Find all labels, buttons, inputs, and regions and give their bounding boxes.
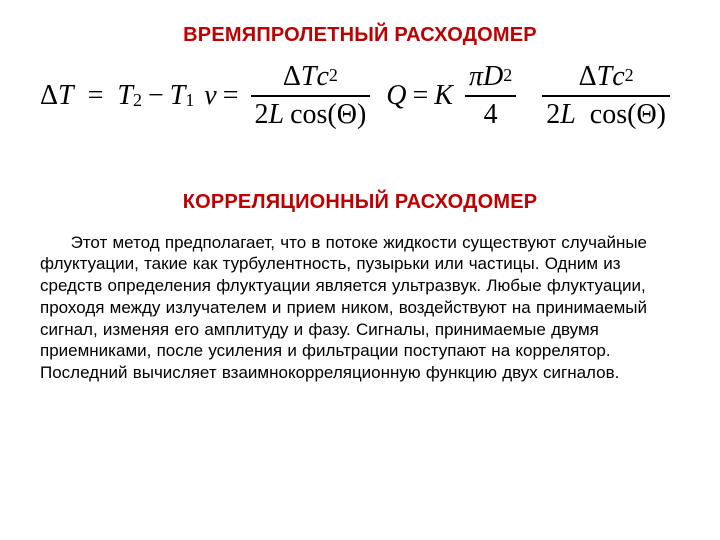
var-K: K <box>434 82 453 110</box>
slide: ВРЕМЯПРОЛЕТНЫЙ РАСХОДОМЕР Δ T = T 2 − T … <box>0 0 720 540</box>
var-c: c <box>612 63 624 91</box>
var-v: v <box>204 82 216 110</box>
sym-equals: = <box>412 82 428 110</box>
num-4: 4 <box>484 101 498 129</box>
denominator: 2 L cos (Θ) <box>542 99 670 131</box>
func-cos: cos <box>590 101 627 129</box>
sub-1: 1 <box>185 91 194 109</box>
heading-correlation: КОРРЕЛЯЦИОННЫЙ РАСХОДОМЕР <box>40 191 680 214</box>
var-L: L <box>560 101 576 129</box>
var-Q: Q <box>386 82 406 110</box>
var-T: T <box>58 82 74 110</box>
numerator: π D 2 <box>465 61 516 93</box>
fraction-1: π D 2 4 <box>465 61 516 131</box>
sym-minus: − <box>148 82 164 110</box>
sym-delta: Δ <box>283 63 301 91</box>
fraction-bar <box>465 95 516 97</box>
sym-equals: = <box>223 82 239 110</box>
sup-2: 2 <box>503 66 512 84</box>
sup-2: 2 <box>329 66 338 84</box>
formula-delta-t: Δ T = T 2 − T 1 <box>40 82 194 110</box>
sym-delta: Δ <box>579 63 597 91</box>
func-cos: cos <box>290 101 327 129</box>
formula-flow-rate: Q = K π D 2 4 Δ T <box>386 61 680 131</box>
num-2: 2 <box>255 101 269 129</box>
sym-equals: = <box>88 82 104 110</box>
denominator: 2 L cos (Θ) <box>251 99 371 131</box>
fraction-bar <box>542 95 670 97</box>
sym-pi: π <box>469 63 483 91</box>
var-theta: (Θ) <box>627 101 666 129</box>
var-T: T <box>301 63 317 91</box>
sym-delta: Δ <box>40 82 58 110</box>
fraction-bar <box>251 95 371 97</box>
body-paragraph: Этот метод предполагает, что в потоке жи… <box>40 232 680 384</box>
denominator: 4 <box>480 99 502 131</box>
sub-2: 2 <box>133 91 142 109</box>
var-T: T <box>597 63 613 91</box>
var-L: L <box>269 101 285 129</box>
numerator: Δ T c 2 <box>279 61 342 93</box>
var-theta: (Θ) <box>327 101 366 129</box>
numerator: Δ T c 2 <box>575 61 638 93</box>
var-c: c <box>316 63 328 91</box>
var-T2: T <box>117 82 133 110</box>
formula-row: Δ T = T 2 − T 1 v = Δ T c 2 <box>40 61 680 131</box>
num-2: 2 <box>546 101 560 129</box>
heading-time-of-flight: ВРЕМЯПРОЛЕТНЫЙ РАСХОДОМЕР <box>40 24 680 47</box>
fraction-2: Δ T c 2 2 L cos (Θ) <box>542 61 670 131</box>
formula-velocity: v = Δ T c 2 2 L cos (Θ) <box>204 61 376 131</box>
var-T1: T <box>170 82 186 110</box>
var-D: D <box>483 63 503 91</box>
sup-2: 2 <box>625 66 634 84</box>
fraction: Δ T c 2 2 L cos (Θ) <box>251 61 371 131</box>
